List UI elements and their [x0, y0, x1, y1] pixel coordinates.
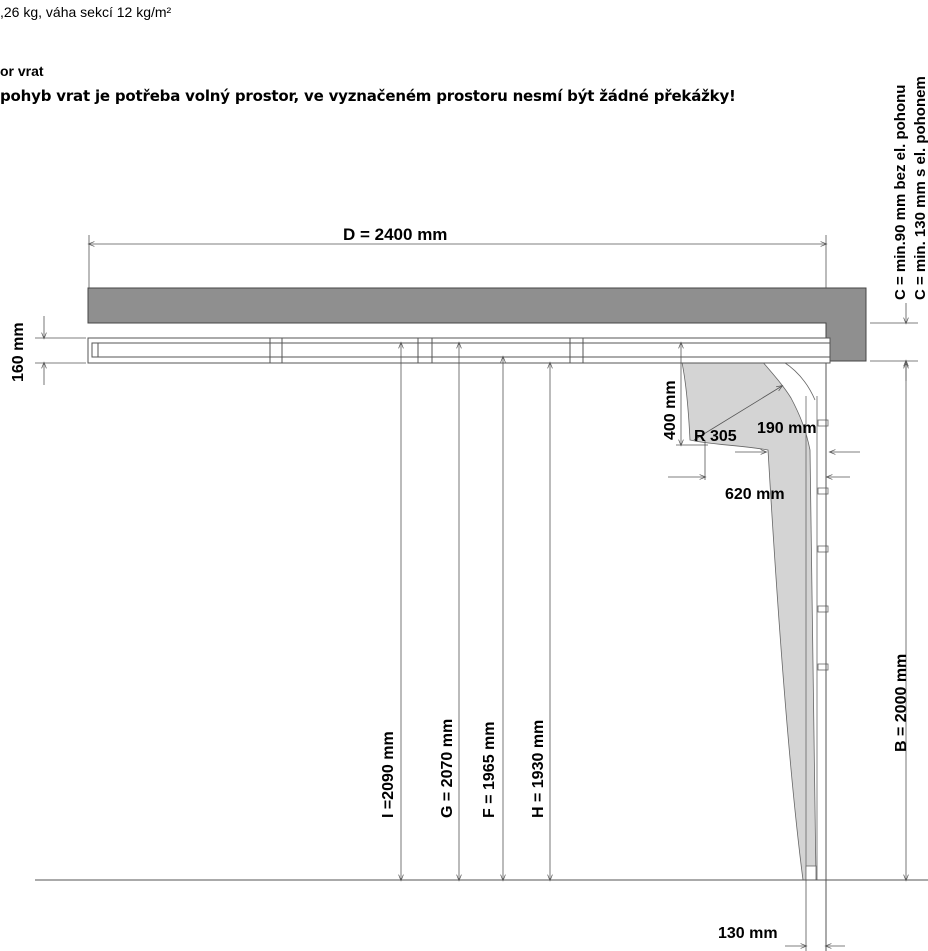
dimension-400-label: 400 mm: [662, 380, 679, 440]
dimension-130: [785, 880, 845, 951]
dimension-d-label: D = 2400 mm: [343, 225, 447, 244]
dimension-d: [89, 235, 826, 288]
dimension-verticals: [401, 343, 906, 880]
dimension-f-label: F = 1965 mm: [481, 722, 498, 819]
dimension-lintel-height: [35, 316, 86, 385]
c-with-drive-label: C = min. 130 mm s el. pohonem: [912, 76, 928, 300]
dimension-190-label: 190 mm: [757, 420, 817, 437]
c-without-drive-label: C = min.90 mm bez el. pohonu: [892, 85, 909, 300]
dimension-620-label: 620 mm: [725, 486, 785, 503]
dimension-h-label: H = 1930 mm: [530, 720, 547, 818]
dimension-c: [870, 303, 918, 381]
dimension-130-label: 130 mm: [718, 925, 778, 942]
radius-label: R 305: [694, 428, 737, 445]
dimension-i-label: I =2090 mm: [380, 731, 397, 818]
dimension-lintel-height-label: 160 mm: [10, 322, 27, 382]
dimension-g-label: G = 2070 mm: [439, 719, 456, 818]
dimension-b-label: B = 2000 mm: [893, 654, 910, 752]
